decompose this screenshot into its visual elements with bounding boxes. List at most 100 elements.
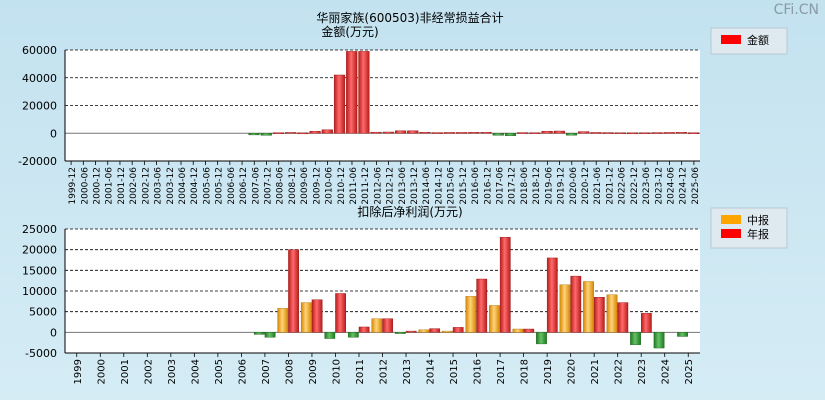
y-tick-label: 40000 — [22, 72, 57, 85]
legend-swatch — [721, 35, 741, 44]
bar — [677, 332, 688, 337]
bar — [578, 131, 590, 134]
legend-swatch — [721, 229, 741, 238]
x-tick-label: 2017-12 — [508, 167, 518, 205]
x-tick-label: 2009-06 — [300, 167, 310, 205]
x-tick-label: 2012-12 — [386, 167, 396, 205]
x-tick-label: 2020 — [567, 359, 578, 384]
x-tick-label: 2021-06 — [593, 167, 603, 205]
bar — [443, 132, 455, 134]
bar — [489, 305, 500, 333]
bar — [553, 130, 565, 134]
x-tick-label: 2004-06 — [178, 167, 188, 205]
x-tick-label: 2005-12 — [215, 167, 225, 205]
x-tick-label: 2015 — [449, 359, 460, 384]
bar — [614, 132, 626, 134]
x-tick-label: 2009-12 — [312, 167, 322, 205]
x-tick-label: 2007 — [261, 359, 272, 384]
chart-2: 扣除后净利润(万元) -5000 0 5000 10000 15000 20000 25000… — [22, 204, 788, 384]
x-tick-label: 2014-06 — [422, 167, 432, 205]
x-tick-label: 2015-06 — [447, 167, 457, 205]
x-tick-label: 2001 — [120, 359, 131, 384]
x-tick-label: 2024 — [661, 359, 672, 384]
bar — [499, 237, 511, 333]
bar — [688, 132, 700, 134]
y-tick-label: 60000 — [22, 44, 57, 57]
bar — [468, 132, 480, 134]
bar — [559, 284, 571, 333]
x-tick-label: 2014-12 — [434, 167, 444, 205]
y-tick-label: -5000 — [25, 347, 57, 360]
x-tick-label: 1999-12 — [68, 167, 78, 205]
bar — [358, 51, 370, 134]
x-tick-label: 2013-12 — [410, 167, 420, 205]
bar — [260, 133, 272, 136]
bar — [297, 132, 309, 135]
x-tick-label: 2025-06 — [691, 167, 701, 205]
x-tick-label: 2010-06 — [325, 167, 335, 205]
x-tick-label: 2001-12 — [117, 167, 127, 205]
x-tick-label: 2003-12 — [166, 167, 176, 205]
bar — [431, 132, 443, 134]
x-tick-label: 2008-06 — [276, 167, 286, 205]
bar — [429, 328, 441, 333]
y-tick-label: 20000 — [22, 244, 57, 257]
x-tick-label: 2007-06 — [251, 167, 261, 205]
x-tick-label: 2004 — [190, 359, 201, 384]
bar — [382, 318, 394, 333]
x-tick-label: 2023-06 — [642, 167, 652, 205]
x-tick-label: 2018-12 — [532, 167, 542, 205]
chart-title: 华丽家族(600503)非经常损益合计 — [316, 10, 503, 25]
x-tick-label: 2025 — [684, 359, 695, 384]
x-tick-label: 2017-06 — [496, 167, 506, 205]
bar — [285, 132, 297, 134]
y-tick-label: 5000 — [29, 306, 57, 319]
x-tick-label: 2016 — [473, 359, 484, 384]
bar — [370, 131, 382, 134]
x-tick-label: 2009 — [308, 359, 319, 384]
bar — [536, 332, 547, 345]
x-tick-label: 2012-06 — [373, 167, 383, 205]
bar — [541, 130, 553, 134]
legend-label: 年报 — [747, 227, 769, 241]
y-tick-label: 15000 — [22, 264, 57, 277]
x-tick-label: 2003 — [167, 359, 178, 384]
x-tick-label: 2013 — [402, 359, 413, 384]
bar — [627, 132, 639, 135]
bar — [395, 130, 407, 134]
chart-subtitle: 金额(万元) — [321, 24, 378, 39]
bar — [395, 332, 406, 334]
bar — [663, 132, 675, 134]
y-tick-label: 25000 — [22, 223, 57, 236]
x-tick-label: 2023-12 — [654, 167, 664, 205]
x-tick-label: 2000-12 — [93, 167, 103, 205]
bar — [617, 302, 629, 333]
x-tick-label: 2003-06 — [154, 167, 164, 205]
bar — [346, 51, 358, 134]
bar — [335, 293, 346, 333]
x-tick-label: 2001-06 — [105, 167, 115, 205]
x-tick-label: 2019 — [543, 359, 554, 384]
x-tick-label: 2016-12 — [483, 167, 493, 205]
bar — [456, 132, 468, 134]
x-tick-label: 2006-12 — [239, 167, 249, 205]
bar — [300, 302, 312, 333]
x-tick-label: 2010 — [331, 359, 342, 384]
bar — [452, 327, 464, 333]
bar — [606, 294, 618, 333]
bar — [675, 132, 687, 134]
watermark: CFi.CN — [773, 2, 819, 18]
x-tick-label: 2000-06 — [80, 167, 90, 205]
x-tick-label: 2005 — [214, 359, 225, 384]
y-tick-label: 10000 — [22, 285, 57, 298]
x-tick-label: 2021-12 — [605, 167, 615, 205]
bar — [333, 74, 346, 134]
x-tick-label: 2024-12 — [679, 167, 689, 205]
x-tick-label: 2002-12 — [141, 167, 151, 205]
x-tick-label: 2004-12 — [190, 167, 200, 205]
bar — [321, 129, 333, 134]
bar — [419, 132, 431, 134]
bar — [641, 313, 652, 333]
x-tick-label: 2020-06 — [569, 167, 579, 205]
